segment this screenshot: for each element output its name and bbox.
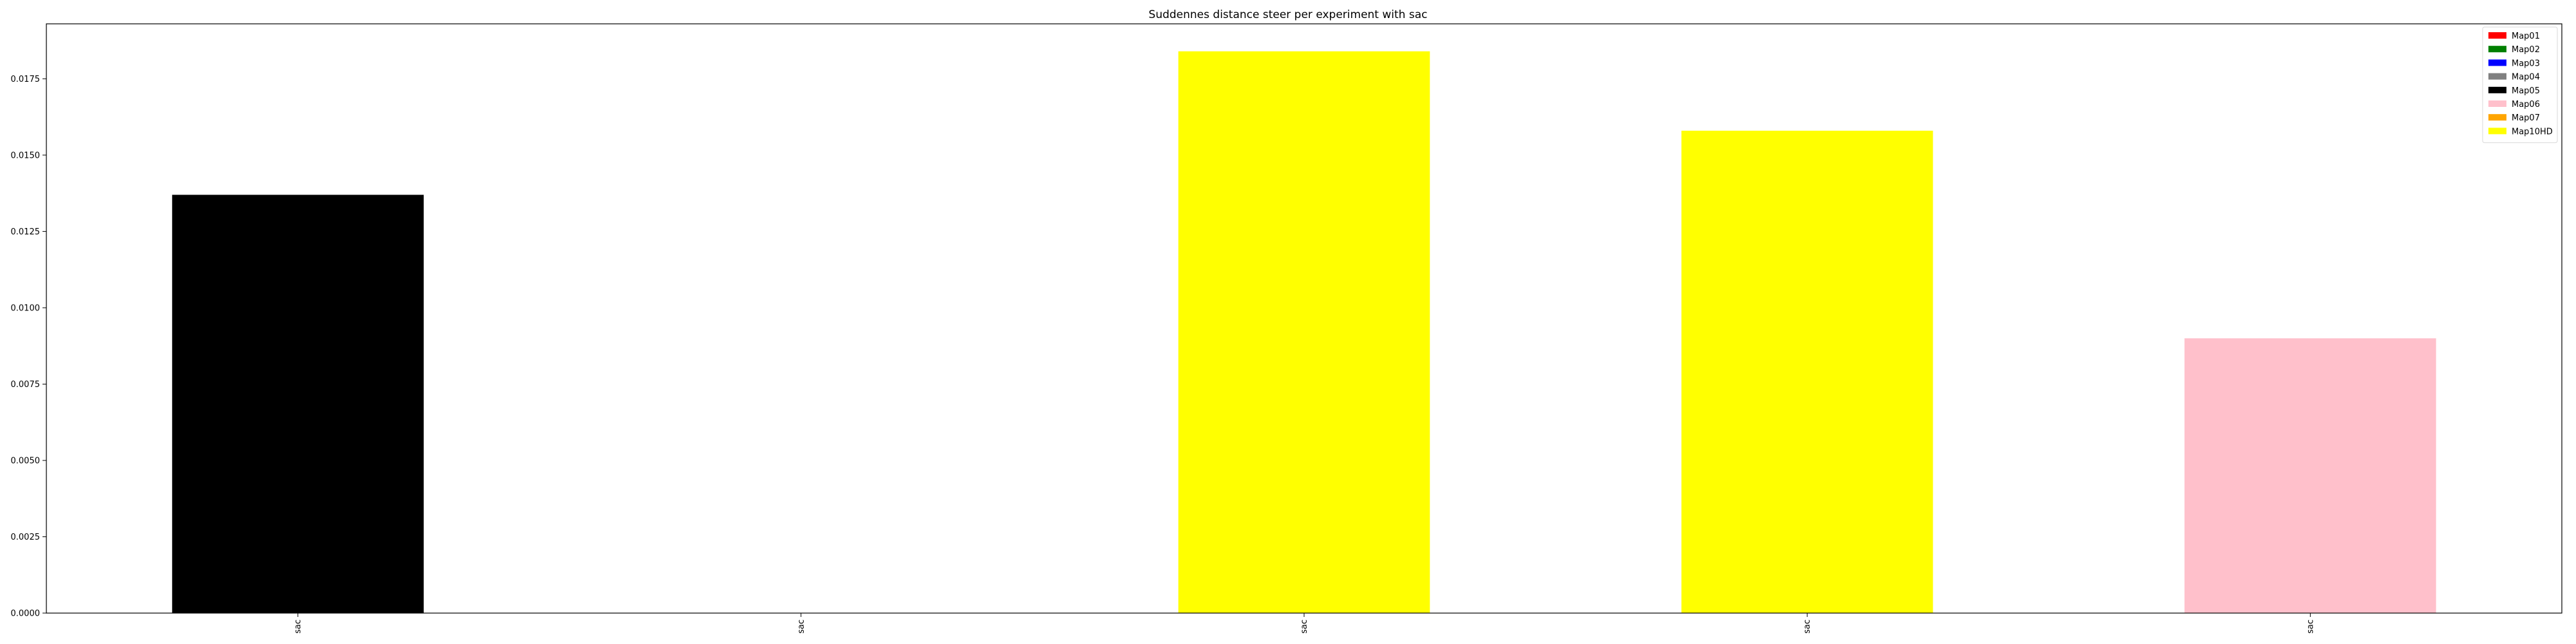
y-tick-label: 0.0075	[11, 380, 41, 390]
legend-label-map07: Map07	[2512, 113, 2540, 123]
legend-label-map01: Map01	[2512, 32, 2540, 41]
y-axis: 0.0000 0.0025 0.0050 0.0075 0.0100 0.0125 0.01…	[11, 75, 46, 619]
y-tick-label: 0.0150	[11, 151, 41, 160]
legend-label-map10hd: Map10HD	[2512, 127, 2553, 137]
bar-4	[1681, 130, 1933, 614]
legend-label-map06: Map06	[2512, 100, 2540, 109]
legend-swatch-map02	[2488, 46, 2506, 53]
legend-label-map02: Map02	[2512, 45, 2540, 55]
y-tick-label: 0.0025	[11, 533, 41, 542]
x-tick-label: sac	[1803, 620, 1812, 634]
legend-swatch-map01	[2488, 32, 2506, 39]
legend: Map01 Map02 Map03 Map04 Map05 Map06 Map07 Map10…	[2482, 26, 2558, 144]
legend-swatch-map03	[2488, 59, 2506, 66]
y-tick-label: 0.0000	[11, 609, 41, 619]
y-tick-label: 0.0050	[11, 456, 41, 466]
x-tick-label: sac	[797, 620, 806, 634]
bar-3	[1178, 51, 1430, 613]
y-tick-label: 0.0175	[11, 75, 41, 84]
legend-label-map04: Map04	[2512, 73, 2540, 82]
bars	[172, 51, 2436, 614]
legend-label-map03: Map03	[2512, 59, 2540, 68]
x-axis: sac sac sac sac sac	[294, 613, 2315, 634]
bar-1	[172, 194, 424, 614]
legend-swatch-map05	[2488, 86, 2506, 93]
legend-label-map05: Map05	[2512, 86, 2540, 96]
legend-box	[2482, 26, 2558, 144]
legend-swatch-map06	[2488, 100, 2506, 107]
x-tick-label: sac	[2306, 620, 2315, 634]
x-tick-label: sac	[1300, 620, 1309, 634]
x-tick-label: sac	[294, 620, 303, 634]
legend-swatch-map04	[2488, 73, 2506, 80]
legend-swatch-map10hd	[2488, 128, 2506, 135]
y-tick-label: 0.0100	[11, 303, 41, 313]
bar-5	[2184, 338, 2436, 613]
y-tick-label: 0.0125	[11, 227, 41, 237]
legend-swatch-map07	[2488, 114, 2506, 121]
chart-title: Suddennes distance steer per experiment …	[1149, 8, 1428, 21]
